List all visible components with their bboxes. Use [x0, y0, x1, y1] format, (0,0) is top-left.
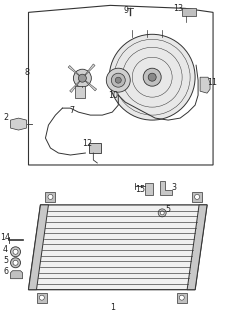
Text: 12: 12 — [82, 139, 92, 148]
Circle shape — [11, 247, 20, 257]
Text: 9: 9 — [124, 6, 129, 15]
Circle shape — [111, 73, 125, 87]
FancyBboxPatch shape — [182, 8, 196, 16]
Circle shape — [195, 195, 200, 199]
Bar — [177, 293, 187, 303]
Text: 1: 1 — [110, 303, 115, 312]
Polygon shape — [11, 271, 23, 279]
Polygon shape — [68, 66, 79, 76]
Circle shape — [78, 74, 86, 82]
Text: 8: 8 — [24, 68, 29, 77]
Circle shape — [143, 68, 161, 86]
Text: 2: 2 — [3, 113, 8, 122]
Polygon shape — [28, 205, 207, 290]
Circle shape — [39, 295, 44, 300]
Polygon shape — [85, 64, 95, 76]
Bar — [37, 293, 47, 303]
Circle shape — [179, 295, 184, 300]
Bar — [145, 183, 153, 195]
Text: 10: 10 — [108, 91, 118, 100]
Polygon shape — [187, 205, 207, 290]
Bar — [46, 192, 55, 202]
Circle shape — [73, 69, 91, 87]
Circle shape — [109, 34, 195, 120]
Polygon shape — [200, 77, 210, 93]
Circle shape — [158, 209, 166, 217]
Text: 13: 13 — [173, 4, 183, 13]
Polygon shape — [11, 118, 27, 130]
Text: 6: 6 — [3, 267, 8, 276]
Circle shape — [160, 211, 164, 215]
Circle shape — [13, 249, 18, 254]
Circle shape — [106, 68, 130, 92]
Polygon shape — [70, 81, 80, 92]
Circle shape — [115, 77, 121, 83]
Text: 5: 5 — [3, 256, 8, 265]
Bar — [75, 86, 85, 98]
Text: 15: 15 — [135, 185, 145, 195]
Text: 14: 14 — [0, 233, 11, 242]
Circle shape — [13, 260, 18, 265]
Circle shape — [11, 258, 20, 268]
Text: 3: 3 — [172, 183, 177, 192]
Text: 5: 5 — [166, 205, 171, 214]
Text: 7: 7 — [70, 106, 75, 115]
Text: 11: 11 — [207, 78, 217, 87]
Text: 4: 4 — [3, 245, 8, 254]
Polygon shape — [85, 81, 97, 91]
Circle shape — [148, 73, 156, 81]
Bar — [192, 192, 202, 202]
Circle shape — [48, 195, 53, 199]
Polygon shape — [28, 205, 48, 290]
Polygon shape — [160, 181, 172, 195]
Bar — [89, 143, 101, 153]
